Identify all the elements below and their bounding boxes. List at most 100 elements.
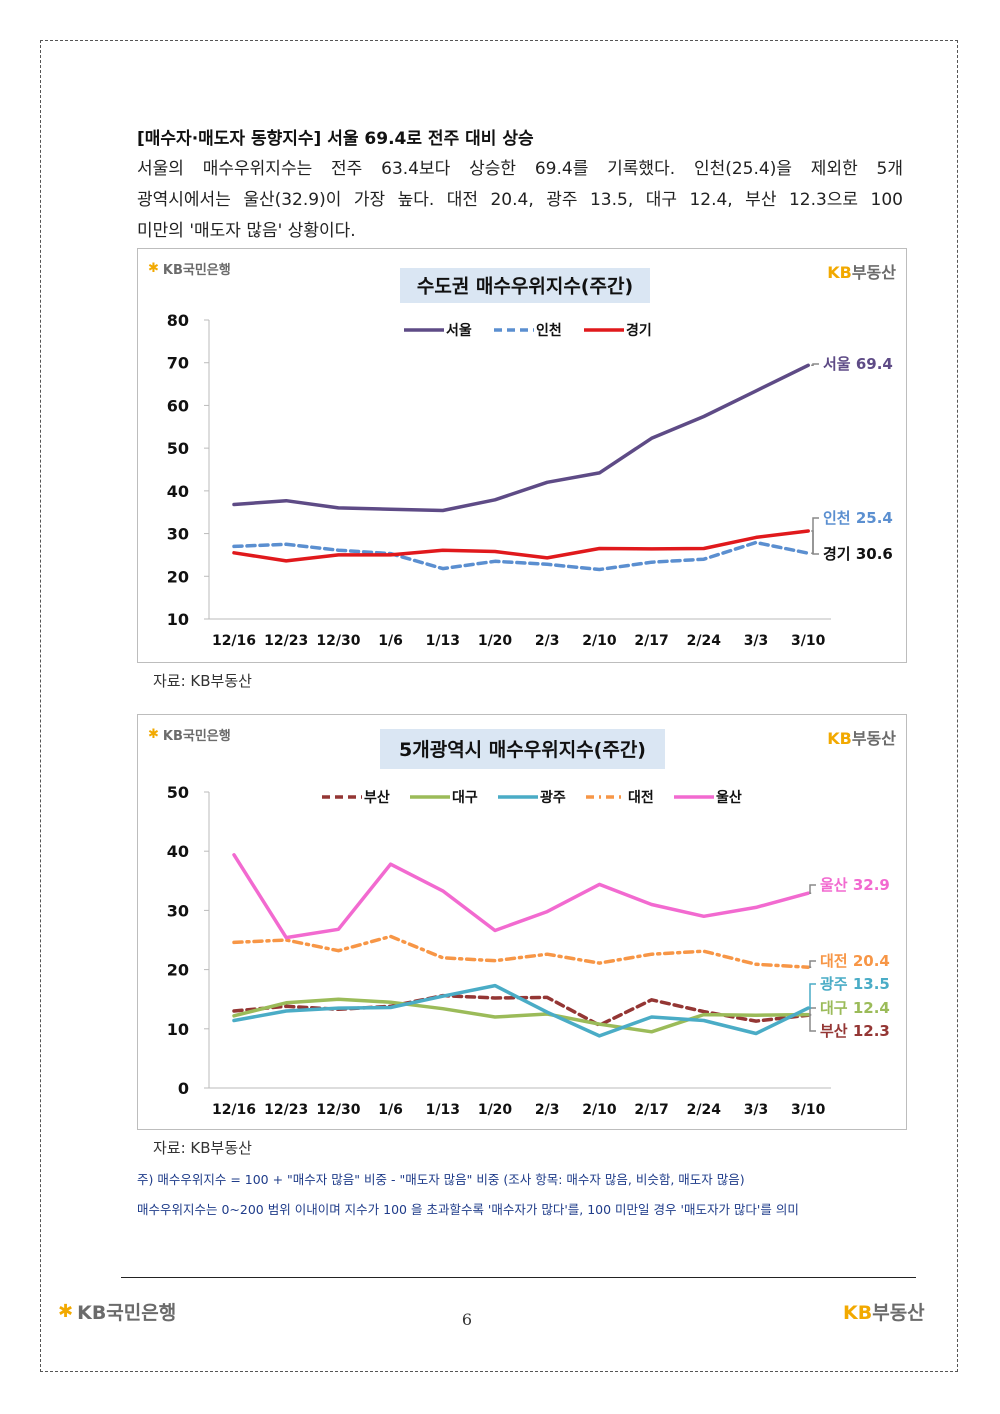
page-border	[40, 40, 958, 1372]
x-tick-label: 2/3	[535, 1102, 560, 1118]
kb-realestate-kb: KB	[827, 263, 852, 282]
x-tick-label: 1/6	[378, 633, 403, 649]
legend-label: 대전	[628, 789, 654, 806]
leader-line	[809, 884, 816, 894]
x-tick-label: 12/16	[212, 633, 256, 649]
leader-line	[809, 1007, 816, 1016]
y-tick-label: 40	[167, 482, 189, 501]
footer-kb-bank-name: KB국민은행	[77, 1302, 177, 1324]
y-tick-label: 80	[167, 311, 189, 330]
x-tick-label: 1/20	[478, 1102, 513, 1118]
five-cities-buyer-index-chart: ✱ KB국민은행 KB부동산 5개광역시 매수우위지수(주간) 0 10 20 30 40…	[137, 714, 907, 1130]
x-tick-label: 12/23	[264, 633, 308, 649]
y-tick-label: 60	[167, 396, 189, 415]
y-tick-label: 40	[167, 842, 189, 861]
y-tick-label: 10	[167, 1020, 189, 1039]
end-label-0: 부산 12.3	[809, 1014, 890, 1040]
legend-label: 서울	[446, 322, 472, 339]
end-label-4: 울산 32.9	[809, 876, 890, 894]
chart-title: 수도권 매수우위지수(주간)	[400, 268, 650, 303]
y-tick-label: 20	[167, 567, 189, 586]
series-line-4	[232, 853, 810, 940]
note-line-2: 매수우위지수는 0~200 범위 이내이며 지수가 100 을 초과할수록 '매…	[137, 1202, 799, 1217]
series-line-3	[232, 934, 810, 969]
leader-line	[811, 363, 819, 367]
footer-kb-bank-logo: ✱ KB국민은행	[58, 1298, 176, 1325]
summary-paragraph: 서울의 매수우위지수는 전주 63.4보다 상승한 69.4를 기록했다. 인천…	[137, 154, 903, 247]
series-line-0	[232, 363, 810, 513]
metro-buyer-index-chart: ✱ KB국민은행 KB부동산 수도권 매수우위지수(주간) 10 20 30 40 50 6…	[137, 248, 907, 663]
footer-kb-realestate-kb: KB	[843, 1302, 873, 1324]
end-label-3: 대전 20.4	[809, 952, 890, 970]
chart-title-text: 5개광역시 매수우위지수(주간)	[399, 739, 646, 761]
end-label-text: 대전 20.4	[820, 952, 890, 970]
y-tick-label: 50	[167, 783, 189, 802]
x-tick-label: 2/3	[535, 633, 560, 649]
x-tick-label: 2/17	[634, 1102, 668, 1118]
leader-line	[809, 1014, 816, 1032]
kb-bank-logo: ✱ KB국민은행	[148, 259, 231, 278]
end-label-0: 서울 69.4	[811, 355, 893, 373]
x-tick-label: 2/10	[582, 633, 617, 649]
y-tick-label: 0	[178, 1079, 189, 1098]
chart-2-plot: 5개광역시 매수우위지수(주간) 0 10 20 30 40 50 12/16 12/23 12/…	[167, 729, 890, 1118]
x-tick-label: 1/6	[378, 1102, 403, 1118]
legend-item-2: 경기	[584, 322, 652, 339]
end-label-text: 광주 13.5	[820, 975, 890, 993]
y-tick-label: 30	[167, 525, 189, 544]
legend-item-2: 광주	[498, 789, 566, 806]
x-tick-label: 12/23	[264, 1102, 308, 1118]
kb-realestate-kb: KB	[827, 729, 852, 748]
y-tick-label: 50	[167, 439, 189, 458]
leader-line	[809, 983, 816, 1009]
end-label-text: 경기 30.6	[823, 545, 893, 563]
x-tick-label: 12/16	[212, 1102, 256, 1118]
kb-star-icon: ✱	[148, 727, 159, 742]
legend-item-3: 대전	[586, 789, 654, 806]
end-label-text: 대구 12.4	[820, 999, 890, 1017]
legend-item-1: 대구	[410, 790, 478, 806]
x-tick-label: 3/10	[791, 1102, 826, 1118]
x-tick-label: 3/10	[791, 633, 826, 649]
x-tick-label: 12/30	[316, 633, 360, 649]
end-label-1: 대구 12.4	[809, 999, 890, 1017]
chart-2-source: 자료: KB부동산	[153, 1139, 252, 1157]
end-label-2: 경기 30.6	[811, 530, 893, 563]
paragraph-line-3: 미만의 '매도자 많음' 상황이다.	[137, 221, 356, 241]
x-tick-label: 2/24	[687, 633, 722, 649]
end-label-2: 광주 13.5	[809, 975, 890, 1009]
kb-bank-name: KB국민은행	[162, 263, 231, 278]
section-heading: [매수자·매도자 동향지수] 서울 69.4로 전주 대비 상승	[137, 129, 534, 149]
x-tick-label: 1/20	[478, 633, 513, 649]
chart-title: 5개광역시 매수우위지수(주간)	[380, 729, 665, 769]
footer-kb-realestate-name: 부동산	[872, 1302, 925, 1324]
kb-realestate-name: 부동산	[851, 263, 896, 282]
end-label-text: 서울 69.4	[823, 355, 893, 373]
leader-line	[811, 530, 819, 555]
chart-1-source: 자료: KB부동산	[153, 672, 252, 690]
legend-label: 대구	[452, 790, 478, 806]
end-label-text: 울산 32.9	[820, 876, 890, 894]
y-tick-label: 70	[167, 354, 189, 373]
y-tick-label: 20	[167, 961, 189, 980]
end-label-text: 인천 25.4	[823, 509, 893, 527]
x-tick-label: 12/30	[316, 1102, 360, 1118]
legend-item-4: 울산	[674, 789, 742, 806]
legend-label: 광주	[540, 789, 566, 806]
legend-item-0: 서울	[404, 322, 472, 339]
kb-realestate-name: 부동산	[851, 729, 896, 748]
y-tick-label: 30	[167, 901, 189, 920]
y-tick-label: 10	[167, 610, 189, 629]
x-tick-label: 2/17	[634, 633, 668, 649]
chart-1-plot: 수도권 매수우위지수(주간) 10 20 30 40 50 60 70 80 12/16 12/23…	[167, 268, 893, 649]
kb-realestate-logo: KB부동산	[827, 725, 896, 749]
x-tick-label: 1/13	[426, 1102, 460, 1118]
series-line-2	[232, 983, 810, 1038]
series-line-1	[232, 540, 810, 572]
paragraph-line-2: 광역시에서는 울산(32.9)이 가장 높다. 대전 20.4, 광주 13.5…	[137, 190, 903, 210]
note-line-1: 주) 매수우위지수 = 100 + "매수자 많음" 비중 - "매도자 많음"…	[137, 1172, 745, 1187]
footer-divider	[121, 1277, 916, 1278]
kb-realestate-logo: KB부동산	[827, 259, 896, 283]
kb-star-icon: ✱	[148, 261, 159, 276]
x-tick-label: 1/13	[426, 633, 460, 649]
